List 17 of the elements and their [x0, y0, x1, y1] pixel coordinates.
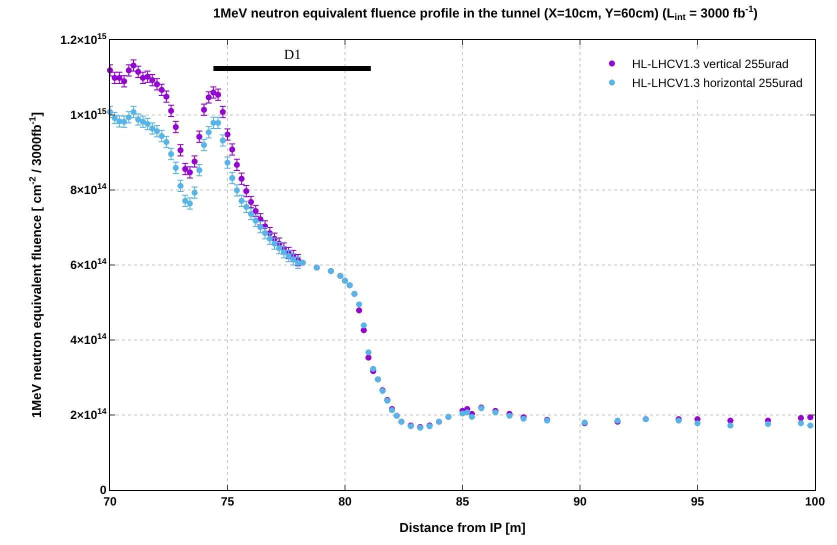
y-tick-label: 4×10$^{14}$: [70, 331, 107, 348]
x-axis-title: Distance from IP [m]: [399, 520, 526, 535]
chart-title: 1MeV neutron equivalent fluence profile in the tunnel (X=10cm, Y=60cm) (L$_{int}$ = 3000 fb$^{-1}$): [213, 4, 758, 22]
x-tick-label: 90: [573, 494, 587, 508]
y-tick-label: 1.2×10$^{15}$: [60, 31, 107, 48]
y-tick-label: 2×10$^{14}$: [70, 406, 107, 422]
x-tick-label: 100: [804, 494, 826, 508]
legend-label: HL-LHCV1.3 horizontal 255urad: [632, 76, 803, 90]
legend-label: HL-LHCV1.3 vertical 255urad: [632, 57, 789, 72]
series-label: D1: [284, 48, 302, 63]
x-tick-label: 80: [338, 494, 352, 508]
x-tick-label: 85: [456, 494, 470, 508]
y-tick-label: 6×10$^{14}$: [70, 256, 107, 272]
x-tick-label: 75: [220, 494, 234, 508]
x-tick-label: 95: [690, 494, 704, 508]
y-tick-label: 1×10$^{15}$: [70, 106, 107, 122]
y-tick-label: 8×10$^{14}$: [70, 181, 107, 198]
